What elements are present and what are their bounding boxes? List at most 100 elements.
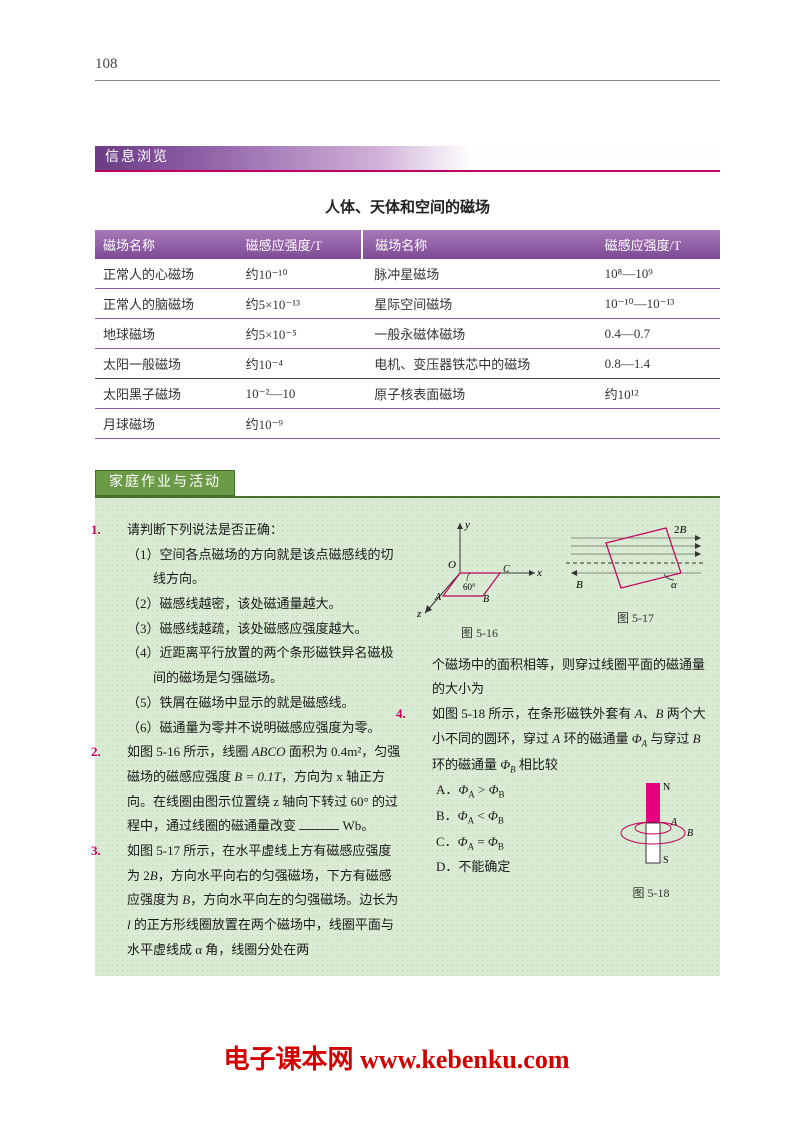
svg-text:α: α bbox=[671, 579, 677, 591]
right-column: x y z O C A B bbox=[414, 518, 706, 962]
q4-options: A．ΦA > ΦB B．ΦA < ΦB C．ΦA = ΦB D．不能确定 bbox=[414, 778, 586, 905]
svg-text:B: B bbox=[576, 579, 583, 591]
q1-item: （5）铁屑在磁场中显示的就是磁感线。 bbox=[135, 691, 404, 716]
q-number: 4. bbox=[414, 702, 432, 727]
q4-text: 环的磁通量 bbox=[560, 731, 632, 746]
table-cell: 约10¹² bbox=[597, 379, 720, 409]
figure-5-18: N S A B 图 5-18 bbox=[596, 778, 706, 905]
table-row: 正常人的脑磁场约5×10⁻¹³星际空间磁场10⁻¹⁰—10⁻¹³ bbox=[95, 289, 720, 319]
option-d: D．不能确定 bbox=[436, 855, 586, 880]
option-b: B．ΦA < ΦB bbox=[436, 804, 586, 830]
svg-text:x: x bbox=[536, 567, 542, 579]
svg-text:60°: 60° bbox=[463, 582, 476, 592]
watermark-cn: 电子课本网 bbox=[224, 1045, 354, 1074]
section-info-header: 信息浏览 bbox=[95, 146, 720, 172]
svg-text:B: B bbox=[687, 828, 693, 839]
q1-item: （1）空间各点磁场的方向就是该点磁感线的切线方向。 bbox=[135, 543, 404, 592]
q3-continuation: 个磁场中的面积相等，则穿过线圈平面的磁通量的大小为 bbox=[432, 653, 706, 702]
table-header-row: 磁场名称 磁感应强度/T 磁场名称 磁感应强度/T bbox=[95, 230, 720, 259]
q1-item: （2）磁感线越密，该处磁通量越大。 bbox=[135, 592, 404, 617]
fig-caption: 图 5-16 bbox=[461, 626, 498, 640]
table-row: 正常人的心磁场约10⁻¹⁰脉冲星磁场10⁸—10⁹ bbox=[95, 259, 720, 289]
var: ABCO bbox=[252, 744, 286, 759]
table-cell: 0.8—1.4 bbox=[597, 349, 720, 379]
table-cell: 太阳黑子磁场 bbox=[95, 379, 238, 409]
unit: Wb。 bbox=[339, 818, 374, 833]
svg-text:B: B bbox=[483, 594, 489, 605]
col-header: 磁感应强度/T bbox=[597, 230, 720, 259]
table-cell: 月球磁场 bbox=[95, 409, 238, 439]
table-cell: 10⁻¹⁰—10⁻¹³ bbox=[597, 289, 720, 319]
homework-body: 1.请判断下列说法是否正确： （1）空间各点磁场的方向就是该点磁感线的切线方向。… bbox=[95, 496, 720, 976]
table-cell: 正常人的脑磁场 bbox=[95, 289, 238, 319]
svg-text:N: N bbox=[663, 782, 670, 793]
figure-5-17: 2B B α 图 5-17 bbox=[566, 518, 706, 645]
table-cell: 0.4—0.7 bbox=[597, 319, 720, 349]
var: B bbox=[150, 868, 158, 883]
svg-text:y: y bbox=[464, 519, 470, 531]
table-cell: 一般永磁体磁场 bbox=[362, 319, 596, 349]
table-cell: 约10⁻⁴ bbox=[238, 349, 363, 379]
q4-text: 如图 5-18 所示，在条形磁铁外套有 bbox=[432, 706, 635, 721]
q1-item: （3）磁感线越疏，该处磁感应强度越大。 bbox=[135, 617, 404, 642]
q-number: 2. bbox=[109, 740, 127, 765]
table-row: 地球磁场约5×10⁻⁵一般永磁体磁场0.4—0.7 bbox=[95, 319, 720, 349]
fig-caption: 图 5-17 bbox=[617, 611, 654, 625]
col-header: 磁场名称 bbox=[362, 230, 596, 259]
table-row: 月球磁场约10⁻⁹ bbox=[95, 409, 720, 439]
option-a: A．ΦA > ΦB bbox=[436, 778, 586, 804]
q-number: 3. bbox=[109, 839, 127, 864]
col-header: 磁感应强度/T bbox=[238, 230, 363, 259]
q4-text: 相比较 bbox=[516, 757, 558, 772]
svg-text:S: S bbox=[663, 855, 669, 866]
q4-text: 环的磁通量 bbox=[432, 757, 500, 772]
svg-text:2B: 2B bbox=[674, 524, 687, 536]
q2-text: 如图 5-16 所示，线圈 bbox=[127, 744, 252, 759]
table-cell: 约5×10⁻¹³ bbox=[238, 289, 363, 319]
q-stem: 请判断下列说法是否正确： bbox=[127, 522, 283, 537]
table-row: 太阳一般磁场约10⁻⁴电机、变压器铁芯中的磁场0.8—1.4 bbox=[95, 349, 720, 379]
magnetic-field-table: 磁场名称 磁感应强度/T 磁场名称 磁感应强度/T 正常人的心磁场约10⁻¹⁰脉… bbox=[95, 230, 720, 439]
var: B = 0.1T bbox=[234, 769, 281, 784]
blank bbox=[299, 817, 339, 830]
var: B bbox=[693, 731, 701, 746]
table-cell: 太阳一般磁场 bbox=[95, 349, 238, 379]
table-cell: 约10⁻⁹ bbox=[238, 409, 363, 439]
table-title: 人体、天体和空间的磁场 bbox=[95, 196, 720, 217]
table-row: 太阳黑子磁场10⁻²—10原子核表面磁场约10¹² bbox=[95, 379, 720, 409]
table-cell: 约10⁻¹⁰ bbox=[238, 259, 363, 289]
svg-text:A: A bbox=[434, 592, 442, 603]
table-cell: 地球磁场 bbox=[95, 319, 238, 349]
svg-text:A: A bbox=[670, 817, 678, 828]
option-c: C．ΦA = ΦB bbox=[436, 830, 586, 856]
table-cell: 10⁻²—10 bbox=[238, 379, 363, 409]
watermark: 电子课本网 www.kebenku.com bbox=[0, 1039, 793, 1076]
var: ΦB bbox=[500, 757, 515, 772]
page-number: 108 bbox=[95, 56, 118, 73]
table-cell bbox=[597, 409, 720, 439]
table-cell: 星际空间磁场 bbox=[362, 289, 596, 319]
top-rule bbox=[95, 80, 720, 81]
svg-text:O: O bbox=[448, 559, 456, 571]
var: A、B bbox=[635, 706, 664, 721]
q4-text: 与穿过 bbox=[647, 731, 693, 746]
table-cell: 约5×10⁻⁵ bbox=[238, 319, 363, 349]
table-cell: 脉冲星磁场 bbox=[362, 259, 596, 289]
table-cell: 正常人的心磁场 bbox=[95, 259, 238, 289]
q-number: 1. bbox=[109, 518, 127, 543]
q3-text: ，方向水平向左的匀强磁场。边长为 bbox=[190, 892, 398, 907]
table-cell: 原子核表面磁场 bbox=[362, 379, 596, 409]
left-column: 1.请判断下列说法是否正确： （1）空间各点磁场的方向就是该点磁感线的切线方向。… bbox=[109, 518, 404, 962]
table-cell: 10⁸—10⁹ bbox=[597, 259, 720, 289]
table-cell bbox=[362, 409, 596, 439]
svg-text:z: z bbox=[416, 608, 422, 618]
q3-text: 的正方形线圈放置在两个磁场中，线圈平面与水平虚线成 α 角，线圈分处在两 bbox=[127, 917, 394, 957]
svg-text:C: C bbox=[503, 564, 510, 575]
var: ΦA bbox=[632, 731, 647, 746]
table-cell: 电机、变压器铁芯中的磁场 bbox=[362, 349, 596, 379]
q1-item: （4）近距离平行放置的两个条形磁铁异名磁极间的磁场是匀强磁场。 bbox=[135, 641, 404, 690]
figure-5-16: x y z O C A B bbox=[415, 518, 545, 645]
col-header: 磁场名称 bbox=[95, 230, 238, 259]
homework-header: 家庭作业与活动 bbox=[95, 470, 235, 496]
fig-caption: 图 5-18 bbox=[633, 886, 670, 900]
